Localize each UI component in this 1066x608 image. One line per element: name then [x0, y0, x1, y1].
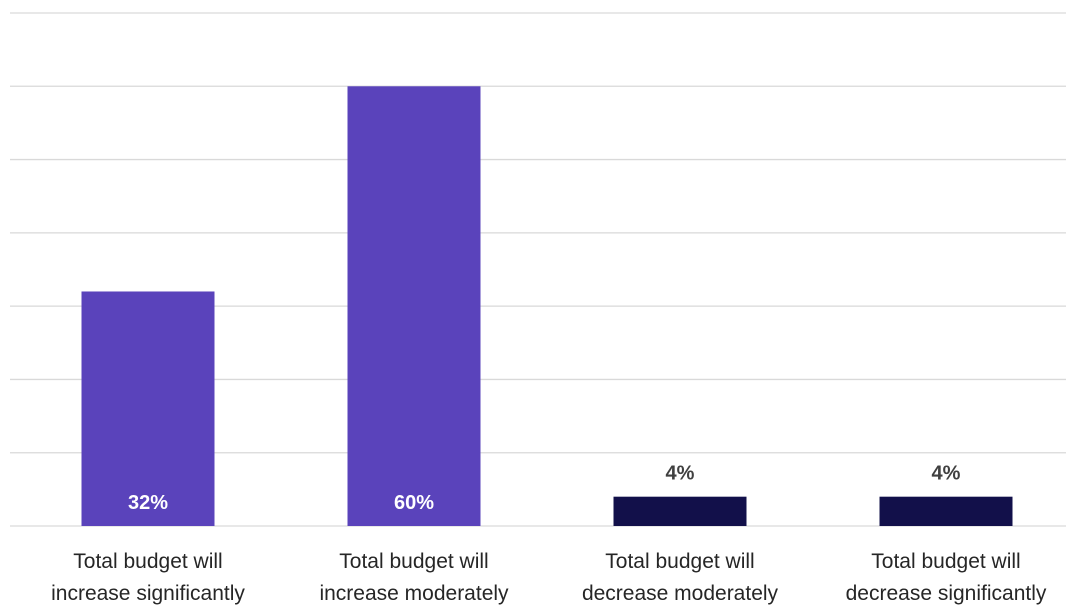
bar — [347, 86, 481, 527]
bar — [613, 496, 747, 526]
value-labels: 32% 60% 4% 4% — [128, 463, 961, 514]
bar — [879, 496, 1013, 526]
category-label: Total budget will — [339, 550, 488, 573]
category-label: increase moderately — [319, 582, 509, 605]
category-labels: Total budget will increase significantly T… — [51, 550, 1047, 605]
bar-value-label: 60% — [394, 492, 434, 514]
category-label: decrease significantly — [846, 582, 1047, 605]
category-label: increase significantly — [51, 582, 245, 605]
bar-value-label: 4% — [932, 463, 961, 485]
category-label: Total budget will — [871, 550, 1020, 573]
category-label: Total budget will — [73, 550, 222, 573]
bar-value-label: 4% — [666, 463, 695, 485]
bar-value-label: 32% — [128, 492, 168, 514]
category-label: decrease moderately — [582, 582, 779, 605]
bar — [81, 291, 215, 526]
bars — [81, 86, 1013, 527]
category-label: Total budget will — [605, 550, 754, 573]
